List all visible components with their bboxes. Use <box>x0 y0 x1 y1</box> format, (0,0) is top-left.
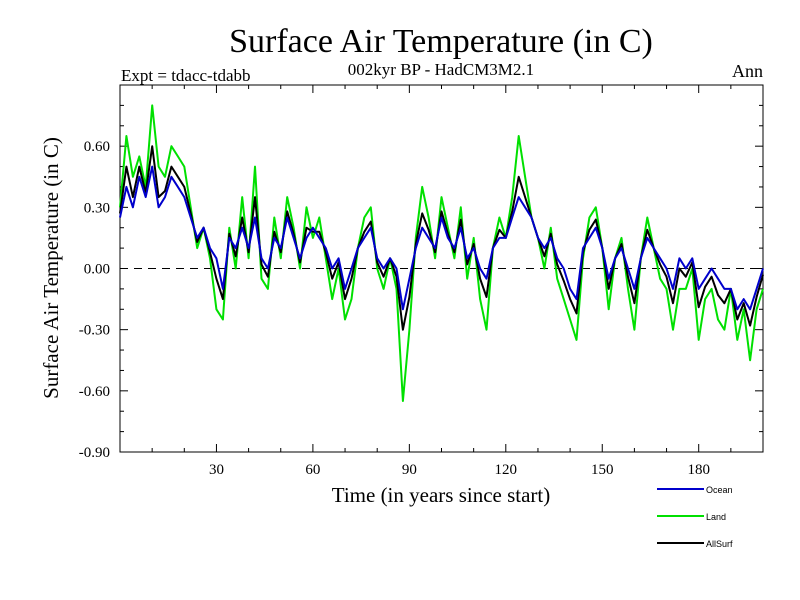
series-line-land <box>119 104 764 402</box>
chart-subtitle: 002kyr BP - HadCM3M2.1 <box>348 60 534 79</box>
x-tick-label: 120 <box>495 462 518 478</box>
axis-ticks <box>120 85 763 452</box>
experiment-label: Expt = tdacc-tdabb <box>121 66 250 85</box>
season-label: Ann <box>732 61 763 81</box>
y-axis-label: Surface Air Temperature (in C) <box>39 137 63 399</box>
x-tick-label: 180 <box>687 462 710 478</box>
legend-label-allsurf: AllSurf <box>706 539 733 549</box>
y-tick-label: -0.90 <box>79 445 110 461</box>
legend-label-land: Land <box>706 512 726 522</box>
axis-tick-labels: 30 60 90 120 150 180 -0.90 -0.60 -0.30 0.00 0.30 0.… <box>79 139 710 478</box>
chart-legend: Ocean Land AllSurf <box>657 485 733 549</box>
y-tick-label: 0.60 <box>84 139 110 155</box>
x-tick-label: 150 <box>591 462 614 478</box>
y-tick-label: -0.30 <box>79 323 110 339</box>
chart-title: Surface Air Temperature (in C) <box>229 23 653 60</box>
x-axis-label: Time (in years since start) <box>332 483 551 507</box>
series-lines <box>119 104 764 402</box>
series-line-ocean <box>119 165 764 311</box>
x-tick-label: 30 <box>209 462 224 478</box>
y-tick-label: -0.60 <box>79 384 110 400</box>
legend-label-ocean: Ocean <box>706 485 733 495</box>
x-tick-label: 60 <box>305 462 320 478</box>
y-tick-label: 0.00 <box>84 262 110 278</box>
x-tick-label: 90 <box>402 462 417 478</box>
y-tick-label: 0.30 <box>84 200 110 216</box>
